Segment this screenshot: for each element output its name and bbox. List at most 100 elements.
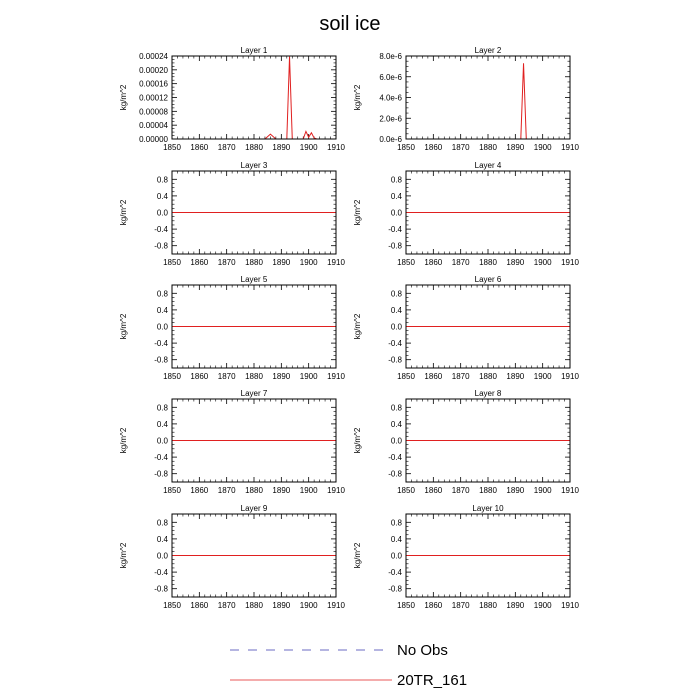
y-tick-label: 0.4 <box>157 306 169 315</box>
x-tick-label: 1850 <box>397 372 415 381</box>
x-tick-label: 1890 <box>506 258 524 267</box>
y-tick-label: -0.8 <box>388 242 402 251</box>
y-tick-label: -0.8 <box>388 356 402 365</box>
series-line-20tr-161 <box>172 56 336 140</box>
y-tick-label: -0.4 <box>154 568 168 577</box>
y-tick-label: 0.4 <box>157 535 169 544</box>
series-line-20tr-161 <box>406 63 570 140</box>
x-tick-label: 1870 <box>218 601 236 610</box>
y-tick-label: -0.8 <box>154 356 168 365</box>
x-tick-label: 1870 <box>452 258 470 267</box>
y-axis-label: kg/m^2 <box>119 542 128 568</box>
y-tick-label: 0.00000 <box>139 135 168 144</box>
x-tick-label: 1890 <box>272 143 290 152</box>
x-tick-label: 1900 <box>534 372 552 381</box>
y-tick-label: -0.4 <box>154 225 168 234</box>
y-axis-label: kg/m^2 <box>353 84 362 110</box>
plot-frame <box>405 398 571 483</box>
y-tick-label: 4.0e-6 <box>379 94 402 103</box>
x-tick-label: 1870 <box>218 372 236 381</box>
x-tick-label: 1900 <box>300 601 318 610</box>
x-tick-label: 1910 <box>561 601 579 610</box>
x-tick-label: 1860 <box>190 486 208 495</box>
panel-title: Layer 9 <box>241 504 268 513</box>
x-tick-label: 1880 <box>245 143 263 152</box>
x-tick-label: 1880 <box>479 601 497 610</box>
x-tick-label: 1910 <box>327 486 345 495</box>
panel-title: Layer 3 <box>241 161 268 170</box>
x-tick-label: 1850 <box>397 486 415 495</box>
y-tick-label: 0.4 <box>391 192 403 201</box>
y-axis-label: kg/m^2 <box>119 199 128 225</box>
x-tick-label: 1910 <box>561 486 579 495</box>
panel-layer-6: Layer 6 kg/m^2 1850 1860 1870 1880 1890 1900 191… <box>353 275 579 381</box>
legend: No Obs 20TR_161 <box>230 642 467 689</box>
y-tick-label: 0.0 <box>157 552 169 561</box>
x-tick-label: 1860 <box>424 486 442 495</box>
plot-frame <box>405 513 571 598</box>
x-tick-label: 1880 <box>479 486 497 495</box>
y-tick-label: -0.8 <box>388 585 402 594</box>
y-tick-label: 8.0e-6 <box>379 52 402 61</box>
panel-grid: Layer 1 kg/m^2 1850 1860 1870 1880 1890 1900 191… <box>119 46 579 610</box>
y-tick-label: 0.4 <box>391 420 403 429</box>
y-tick-label: 0.8 <box>391 403 403 412</box>
x-tick-label: 1860 <box>190 258 208 267</box>
y-axis-label: kg/m^2 <box>353 427 362 453</box>
y-tick-label: -0.4 <box>388 339 402 348</box>
x-tick-label: 1870 <box>452 143 470 152</box>
y-tick-label: -0.4 <box>154 453 168 462</box>
plot-frame <box>405 170 571 255</box>
y-tick-label: -0.4 <box>154 339 168 348</box>
x-tick-label: 1850 <box>397 143 415 152</box>
x-tick-label: 1890 <box>506 143 524 152</box>
x-tick-label: 1900 <box>534 143 552 152</box>
panel-title: Layer 4 <box>475 161 502 170</box>
y-tick-label: 0.0 <box>391 437 403 446</box>
plot-frame <box>171 55 337 140</box>
x-tick-label: 1890 <box>272 258 290 267</box>
x-tick-label: 1880 <box>245 486 263 495</box>
y-tick-label: 0.8 <box>157 175 169 184</box>
x-tick-label: 1900 <box>534 601 552 610</box>
panel-title: Layer 5 <box>241 275 268 284</box>
y-tick-label: 0.0 <box>391 323 403 332</box>
y-tick-label: 0.8 <box>391 289 403 298</box>
x-tick-label: 1850 <box>163 372 181 381</box>
panel-title: Layer 7 <box>241 389 268 398</box>
plot-frame <box>171 284 337 369</box>
x-tick-label: 1880 <box>479 143 497 152</box>
x-tick-label: 1860 <box>424 143 442 152</box>
y-tick-label: -0.4 <box>388 453 402 462</box>
x-tick-label: 1910 <box>561 143 579 152</box>
y-tick-label: -0.8 <box>154 242 168 251</box>
plot-frame <box>171 513 337 598</box>
x-tick-label: 1890 <box>506 486 524 495</box>
panel-title: Layer 1 <box>241 46 268 55</box>
y-tick-label: 0.00012 <box>139 94 168 103</box>
figure-title: soil ice <box>319 13 380 35</box>
x-tick-label: 1880 <box>245 372 263 381</box>
y-tick-label: 0.00008 <box>139 107 168 116</box>
x-tick-label: 1910 <box>561 258 579 267</box>
x-tick-label: 1910 <box>327 601 345 610</box>
y-tick-label: 0.4 <box>391 306 403 315</box>
y-tick-label: 0.0 <box>391 552 403 561</box>
x-tick-label: 1880 <box>479 258 497 267</box>
x-tick-label: 1860 <box>190 601 208 610</box>
panel-layer-8: Layer 8 kg/m^2 1850 1860 1870 1880 1890 1900 191… <box>353 389 579 495</box>
plot-frame <box>405 284 571 369</box>
y-tick-label: 0.00020 <box>139 66 168 75</box>
legend-20tr-161-label: 20TR_161 <box>397 672 467 689</box>
panel-title: Layer 6 <box>475 275 502 284</box>
panel-layer-7: Layer 7 kg/m^2 1850 1860 1870 1880 1890 1900 191… <box>119 389 345 495</box>
x-tick-label: 1850 <box>397 601 415 610</box>
x-tick-label: 1860 <box>190 143 208 152</box>
plot-frame <box>171 398 337 483</box>
x-tick-label: 1900 <box>300 143 318 152</box>
y-tick-label: 0.0e-6 <box>379 135 402 144</box>
plot-frame <box>171 170 337 255</box>
y-tick-label: 0.0 <box>391 209 403 218</box>
x-tick-label: 1850 <box>163 601 181 610</box>
x-tick-label: 1850 <box>397 258 415 267</box>
